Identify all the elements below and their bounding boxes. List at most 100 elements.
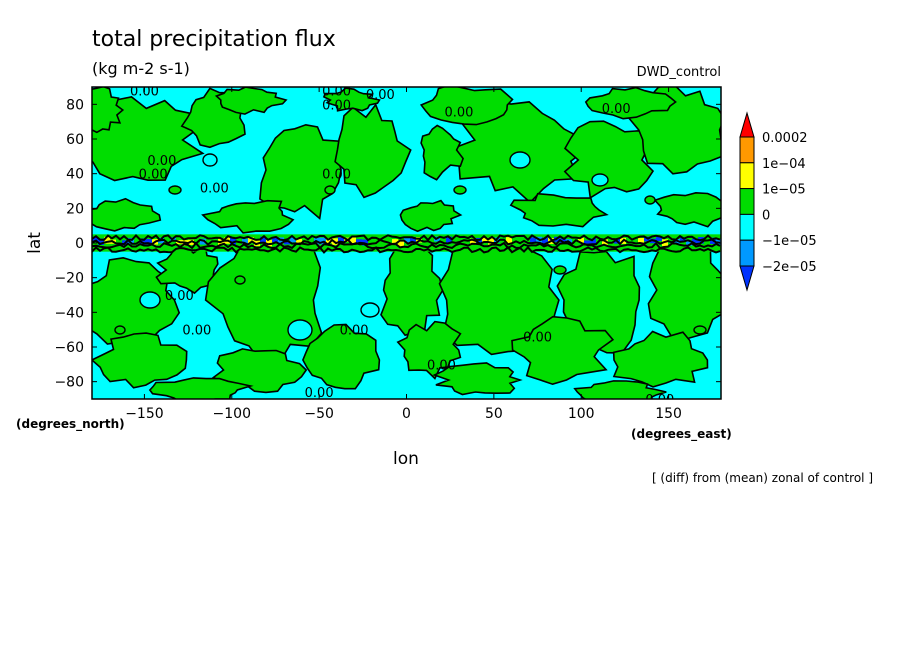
colorbar-level-label: 1e−05 — [762, 183, 806, 198]
contour-labels: 0.00 0.000.000.000.00 0.000.000.000.000.00… — [130, 84, 674, 408]
equatorial-cell — [296, 238, 302, 245]
equatorial-cell — [206, 238, 212, 244]
positive-contour — [259, 123, 342, 221]
equatorial-cell — [542, 237, 548, 245]
negative-contour — [509, 151, 531, 169]
positive-contour — [114, 325, 126, 335]
contour-value-label: 0.00 — [444, 105, 473, 120]
y-axis-label: lat — [25, 232, 45, 254]
contour-value-label: 0.00 — [130, 84, 159, 99]
contour-value-label: 0.00 — [322, 84, 351, 99]
equatorial-cell — [458, 239, 464, 247]
equatorial-band — [92, 233, 721, 254]
footnote: [ (diff) from (mean) zonal of control ] — [652, 471, 873, 485]
equatorial-cell — [272, 236, 278, 243]
positive-contour — [334, 103, 412, 199]
equatorial-contour — [92, 233, 721, 242]
y-units-label: (degrees_north) — [16, 417, 125, 432]
y-tick-label: −60 — [54, 340, 84, 356]
equatorial-cell — [290, 237, 296, 243]
colorbar-segment — [739, 162, 755, 190]
equatorial-cell — [230, 237, 236, 245]
colorbar-segment — [739, 188, 755, 215]
colorbar-level-label: 0 — [762, 208, 770, 223]
equatorial-cell — [404, 237, 410, 243]
y-tick-label: 60 — [66, 132, 84, 148]
y-axis-ticks: −80 −60 −40 −20 0 20 40 60 80 — [54, 97, 721, 391]
y-tick-label: −80 — [54, 375, 84, 391]
equatorial-cell — [482, 237, 488, 243]
negative-contour — [139, 291, 161, 309]
negative-contour — [360, 302, 380, 318]
contour-value-label: 0.00 — [182, 324, 211, 339]
x-tick-label: 50 — [485, 406, 503, 422]
positive-contour — [148, 377, 254, 399]
equatorial-cell — [638, 237, 644, 244]
equatorial-cell — [578, 237, 584, 243]
positive-contour — [92, 332, 188, 389]
x-tick-label: 0 — [402, 406, 411, 422]
equatorial-cell — [596, 239, 602, 246]
equatorial-cell — [446, 236, 452, 244]
equatorial-cell — [626, 238, 632, 243]
contour-value-label: 0.00 — [645, 393, 674, 408]
contour-value-label: 0.00 — [139, 168, 168, 183]
equatorial-cell — [452, 237, 458, 242]
positive-contour — [234, 275, 246, 285]
positive-contour — [399, 199, 463, 233]
x-tick-label: −100 — [213, 406, 251, 422]
equatorial-cell — [128, 237, 134, 245]
positive-contour — [553, 265, 567, 275]
equatorial-cell — [410, 236, 416, 242]
equatorial-contour — [92, 241, 721, 250]
x-axis-label: lon — [393, 449, 419, 469]
y-tick-label: 0 — [75, 236, 84, 252]
positive-contour — [324, 185, 336, 195]
equatorial-cell — [632, 239, 638, 245]
positive-contour — [214, 87, 288, 115]
chart-units: (kg m-2 s-1) — [92, 59, 190, 78]
positive-contour — [612, 330, 709, 388]
model-label: DWD_control — [637, 65, 721, 80]
positive-contour — [511, 315, 615, 386]
negative-contour — [591, 173, 609, 187]
positive-contour — [201, 199, 295, 234]
positive-contour — [584, 87, 677, 120]
equatorial-cell — [98, 238, 104, 245]
contour-value-label: 0.00 — [165, 289, 194, 304]
equatorial-cell — [392, 239, 398, 245]
colorbar-segment — [739, 136, 755, 164]
equatorial-cell — [134, 237, 140, 244]
equatorial-cell — [356, 239, 362, 244]
equatorial-cell — [584, 240, 590, 246]
positive-contour — [396, 320, 462, 380]
equatorial-cell — [350, 236, 356, 244]
equatorial-cell — [686, 240, 692, 246]
equatorial-cell — [242, 238, 248, 245]
colorbar-level-label: 0.0002 — [762, 131, 808, 146]
negative-contour — [287, 319, 313, 341]
equatorial-cell — [506, 237, 512, 244]
positive-contour — [322, 87, 381, 112]
equatorial-cell — [92, 236, 98, 243]
contour-value-label: 0.00 — [366, 88, 395, 103]
equatorial-cell — [518, 238, 524, 243]
equatorial-cell — [656, 236, 662, 242]
equatorial-cell — [308, 237, 314, 244]
x-tick-label: −50 — [304, 406, 334, 422]
positive-contour — [168, 185, 182, 195]
positive-contour — [563, 120, 655, 200]
colorbar-segment — [739, 213, 755, 241]
equatorial-cell — [464, 239, 470, 245]
equatorial-cell — [590, 238, 596, 244]
y-tick-label: 40 — [66, 167, 84, 183]
positive-contour — [693, 325, 707, 335]
contour-value-label: 0.00 — [147, 154, 176, 169]
equatorial-cell — [470, 238, 476, 244]
positive-contour — [644, 195, 656, 205]
colorbar-top-arrow — [739, 111, 755, 138]
contour-value-label: 0.00 — [523, 331, 552, 346]
contour-value-label: 0.00 — [305, 386, 334, 401]
equatorial-contour — [92, 245, 721, 254]
